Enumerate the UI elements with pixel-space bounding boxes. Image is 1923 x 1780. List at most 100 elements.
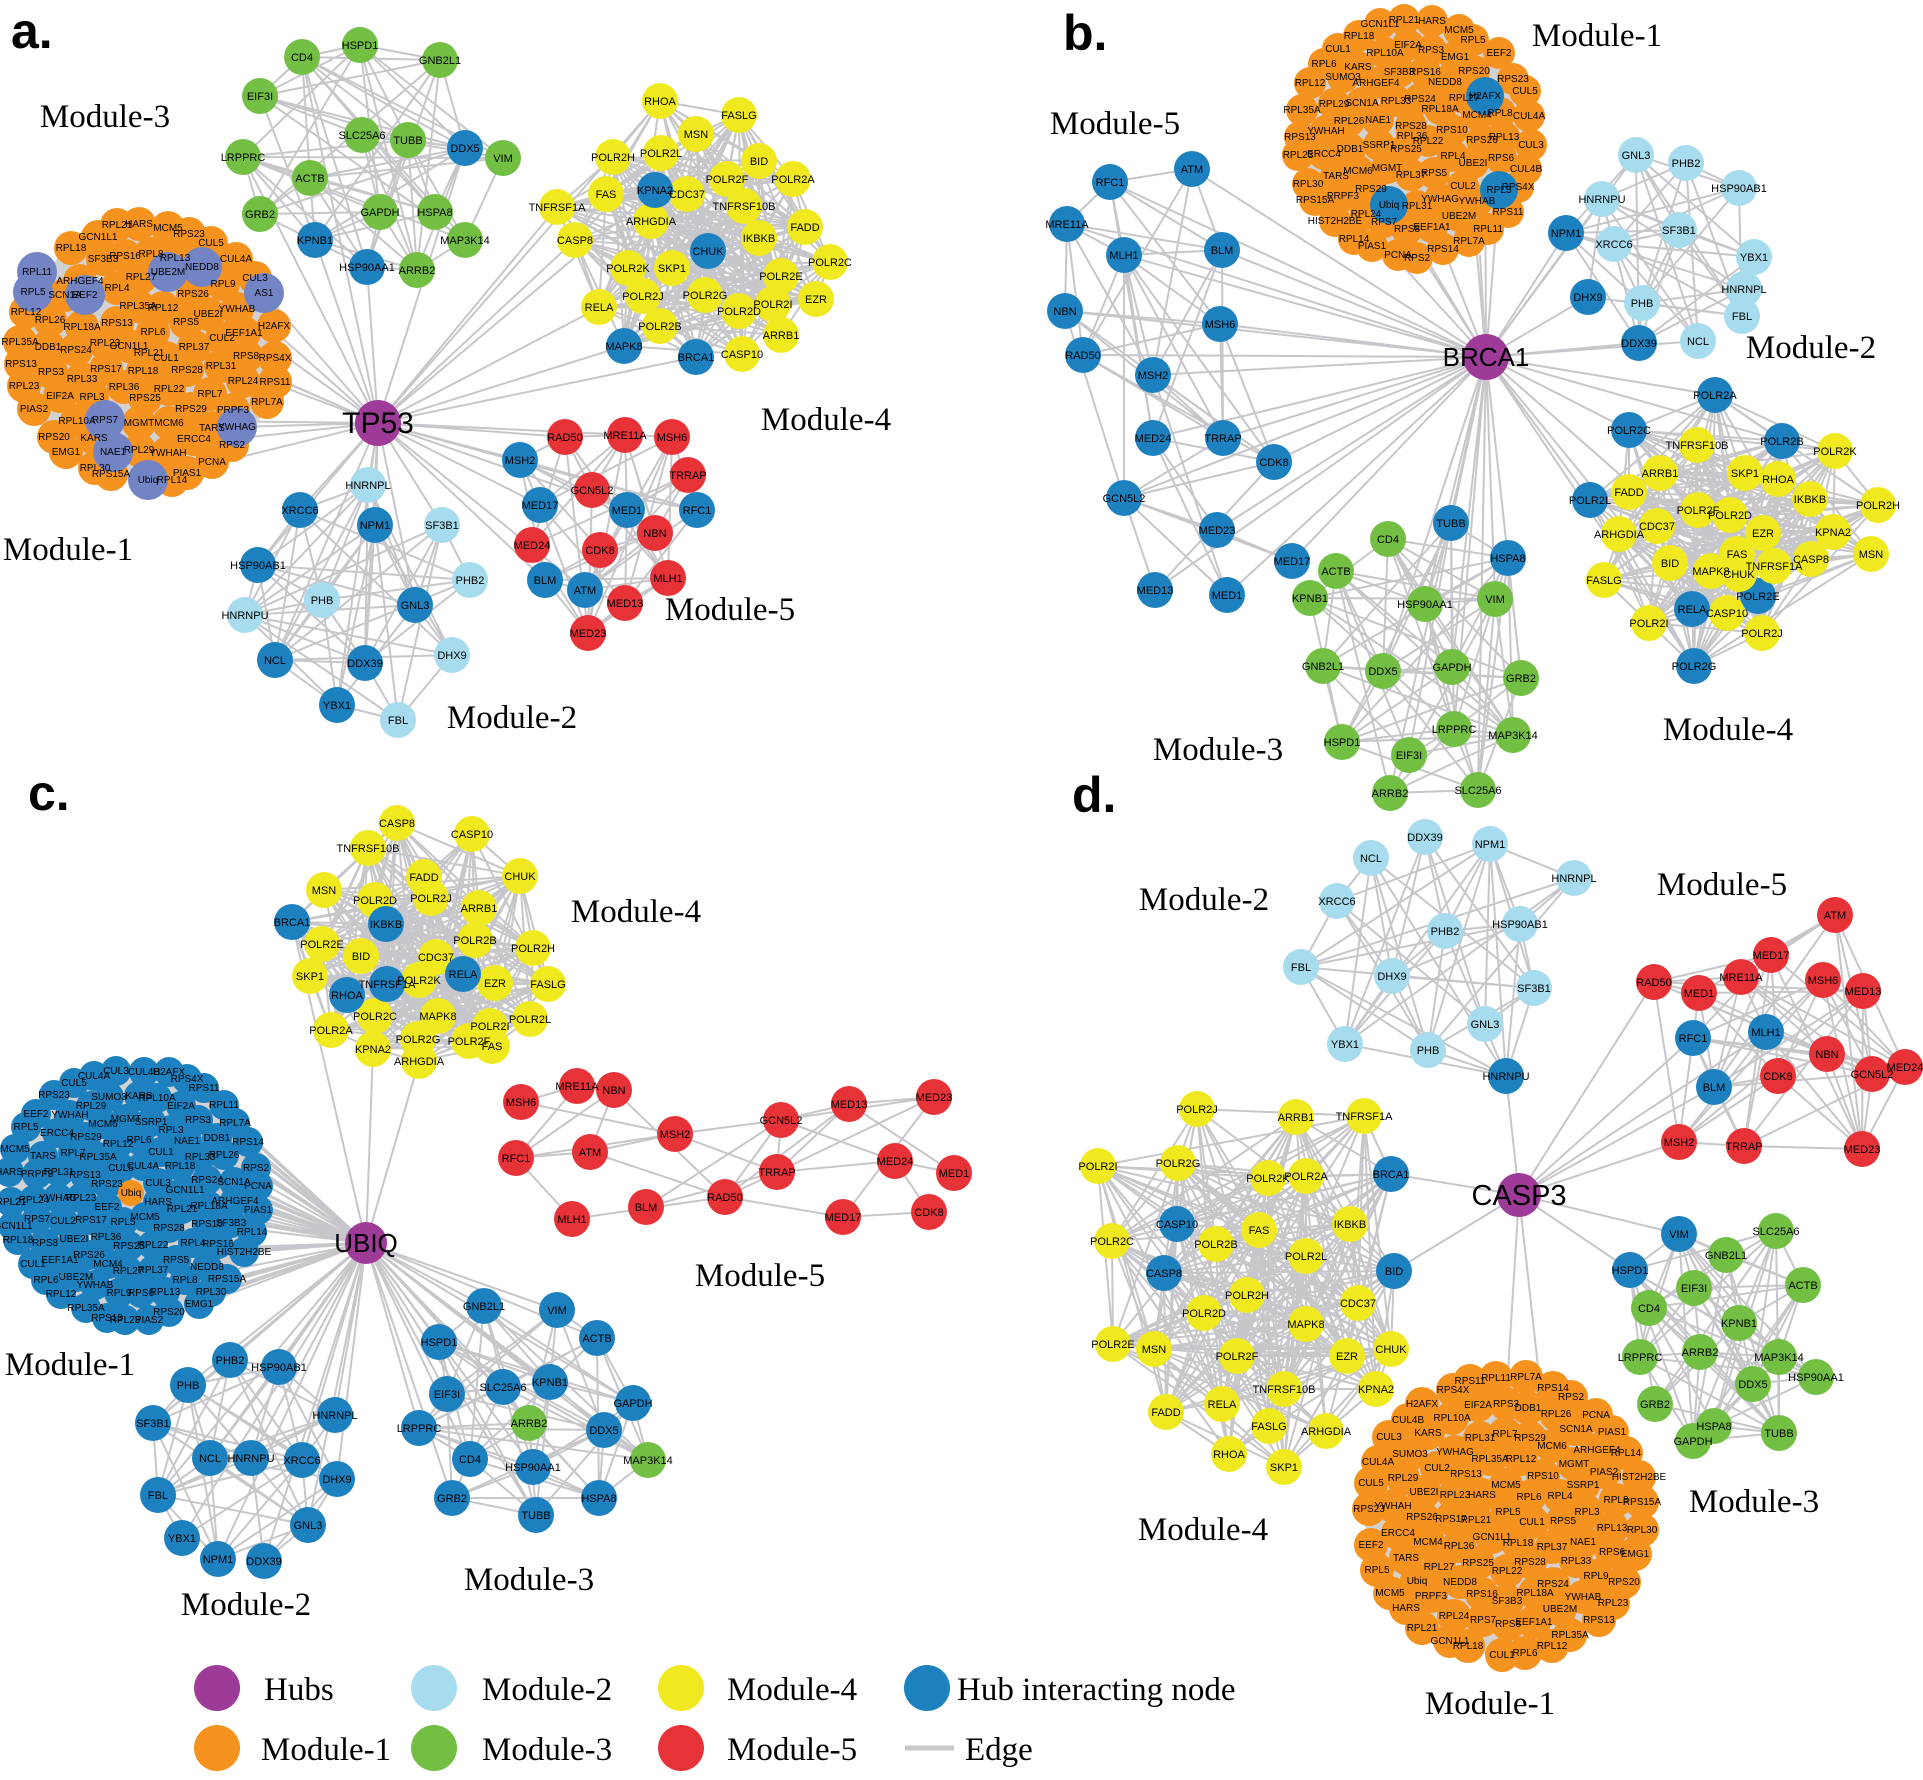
svg-text:RPS8: RPS8 — [1394, 224, 1421, 235]
svg-text:KARS: KARS — [1414, 1428, 1442, 1439]
svg-text:RHOA: RHOA — [644, 96, 676, 108]
svg-text:FBL: FBL — [1732, 311, 1752, 323]
svg-text:PCNA: PCNA — [198, 457, 226, 468]
svg-text:ARRB2: ARRB2 — [1682, 1347, 1719, 1359]
svg-text:Module-1: Module-1 — [5, 1347, 135, 1383]
svg-text:UBE2I: UBE2I — [194, 309, 223, 320]
svg-text:RPL31: RPL31 — [1402, 201, 1433, 212]
svg-text:RPS5: RPS5 — [163, 1255, 190, 1266]
svg-text:RPS25: RPS25 — [129, 393, 161, 404]
svg-text:GNL3: GNL3 — [1622, 150, 1651, 162]
svg-text:Ubiq: Ubiq — [1379, 200, 1400, 211]
svg-text:RPS6: RPS6 — [1599, 1547, 1626, 1558]
svg-text:CUL5: CUL5 — [108, 1163, 134, 1174]
svg-text:TNFRSF10B: TNFRSF10B — [713, 201, 776, 213]
svg-text:SSRP1: SSRP1 — [135, 1117, 168, 1128]
svg-text:FBL: FBL — [148, 1490, 168, 1502]
svg-text:RPL13: RPL13 — [160, 253, 191, 264]
svg-text:TNFRSF10B: TNFRSF10B — [1253, 1384, 1316, 1396]
svg-text:HSP90AA1: HSP90AA1 — [339, 262, 395, 274]
svg-text:RPS3: RPS3 — [185, 1115, 212, 1126]
svg-text:CD4: CD4 — [459, 1454, 481, 1466]
svg-text:RPL30: RPL30 — [1293, 179, 1324, 190]
svg-text:CDC37: CDC37 — [669, 189, 705, 201]
svg-text:CUL2: CUL2 — [50, 1216, 76, 1227]
svg-text:TRRAP: TRRAP — [1204, 433, 1241, 445]
svg-text:POLR2H: POLR2H — [1856, 500, 1900, 512]
svg-text:EEF2: EEF2 — [1358, 1540, 1383, 1551]
svg-text:RPL31: RPL31 — [1465, 1433, 1496, 1444]
svg-text:POLR2C: POLR2C — [1090, 1236, 1134, 1248]
svg-text:RPS28: RPS28 — [153, 1223, 185, 1234]
svg-text:GCN5L2: GCN5L2 — [760, 1115, 803, 1127]
svg-text:Module-4: Module-4 — [761, 402, 891, 438]
svg-text:RPS13: RPS13 — [1583, 1615, 1615, 1626]
svg-text:RPL29: RPL29 — [76, 1101, 107, 1112]
svg-text:NBN: NBN — [1815, 1049, 1838, 1061]
svg-text:ATM: ATM — [579, 1147, 601, 1159]
svg-text:PCNA: PCNA — [1582, 1410, 1610, 1421]
svg-text:HSPD1: HSPD1 — [1324, 737, 1361, 749]
svg-text:RPL5: RPL5 — [110, 1217, 135, 1228]
svg-text:RPL10A: RPL10A — [138, 1093, 176, 1104]
svg-text:GCN1L1: GCN1L1 — [79, 232, 118, 243]
svg-text:RPL11: RPL11 — [1473, 224, 1503, 235]
svg-text:POLR2I: POLR2I — [1078, 1161, 1117, 1173]
svg-text:KPNB1: KPNB1 — [297, 235, 333, 247]
svg-text:RPS26: RPS26 — [1466, 135, 1498, 146]
svg-text:ARRB1: ARRB1 — [1278, 1112, 1315, 1124]
svg-text:RPL5: RPL5 — [13, 1122, 38, 1133]
svg-text:RPS16: RPS16 — [1409, 67, 1441, 78]
svg-text:RPS2: RPS2 — [243, 1163, 270, 1174]
svg-text:NAE1: NAE1 — [174, 1136, 201, 1147]
svg-text:RPL22: RPL22 — [1413, 136, 1444, 147]
svg-text:SCN1A: SCN1A — [48, 290, 82, 301]
svg-text:FASLG: FASLG — [721, 110, 756, 122]
svg-text:RPS7: RPS7 — [92, 415, 119, 426]
svg-text:RPL18: RPL18 — [1453, 1641, 1484, 1652]
svg-text:KARS: KARS — [80, 433, 108, 444]
svg-text:YWHAG: YWHAG — [39, 1193, 77, 1204]
svg-text:RPS11: RPS11 — [1493, 207, 1524, 218]
svg-text:RPL35A: RPL35A — [119, 301, 157, 312]
svg-text:UBE2M: UBE2M — [151, 267, 185, 278]
svg-text:PHB2: PHB2 — [456, 575, 485, 587]
svg-text:Module-3: Module-3 — [40, 99, 170, 135]
svg-text:RPL35A: RPL35A — [1, 337, 39, 348]
svg-text:RPL18: RPL18 — [1503, 1538, 1534, 1549]
svg-text:UBE2I: UBE2I — [60, 1234, 89, 1245]
svg-text:CUL5: CUL5 — [1358, 1478, 1384, 1489]
svg-text:UBIQ: UBIQ — [334, 1228, 398, 1258]
svg-text:RPL3: RPL3 — [1486, 185, 1511, 196]
svg-text:TNFRSF1A: TNFRSF1A — [359, 979, 417, 991]
svg-text:Module-4: Module-4 — [1663, 712, 1793, 748]
svg-text:MED1: MED1 — [1684, 988, 1715, 1000]
svg-text:GCN1L1: GCN1L1 — [1361, 19, 1400, 30]
svg-text:RPS2: RPS2 — [219, 440, 246, 451]
svg-text:MED17: MED17 — [1274, 556, 1311, 568]
svg-text:DDX5: DDX5 — [589, 1425, 618, 1437]
svg-text:RPL5: RPL5 — [1460, 35, 1485, 46]
svg-text:RPL4: RPL4 — [1440, 151, 1465, 162]
svg-text:Module-5: Module-5 — [695, 1258, 825, 1294]
svg-text:ERCC4: ERCC4 — [1307, 149, 1341, 160]
svg-text:NBN: NBN — [602, 1085, 625, 1097]
svg-text:LRPPRC: LRPPRC — [1432, 724, 1477, 736]
svg-text:KARS: KARS — [1344, 62, 1372, 73]
svg-text:RPL24: RPL24 — [19, 1195, 50, 1206]
svg-text:RPL33: RPL33 — [185, 1152, 216, 1163]
svg-text:KARS: KARS — [125, 1091, 153, 1102]
svg-text:RPL37: RPL37 — [1396, 170, 1427, 181]
svg-text:RPS24: RPS24 — [191, 1175, 223, 1186]
svg-text:HNRNPU: HNRNPU — [1482, 1071, 1529, 1083]
svg-text:MRE11A: MRE11A — [555, 1081, 599, 1093]
svg-text:MCM6: MCM6 — [1537, 1441, 1567, 1452]
svg-text:GNB2L1: GNB2L1 — [1302, 661, 1344, 673]
svg-text:POLR2F: POLR2F — [706, 174, 749, 186]
svg-text:MCM5: MCM5 — [0, 1144, 30, 1155]
svg-text:RPL6: RPL6 — [1512, 1648, 1537, 1659]
svg-text:RPL24: RPL24 — [228, 376, 259, 387]
svg-text:KPNB1: KPNB1 — [532, 1377, 568, 1389]
svg-text:RPS29: RPS29 — [70, 1132, 102, 1143]
svg-text:TNFRSF1A: TNFRSF1A — [1336, 1111, 1394, 1123]
